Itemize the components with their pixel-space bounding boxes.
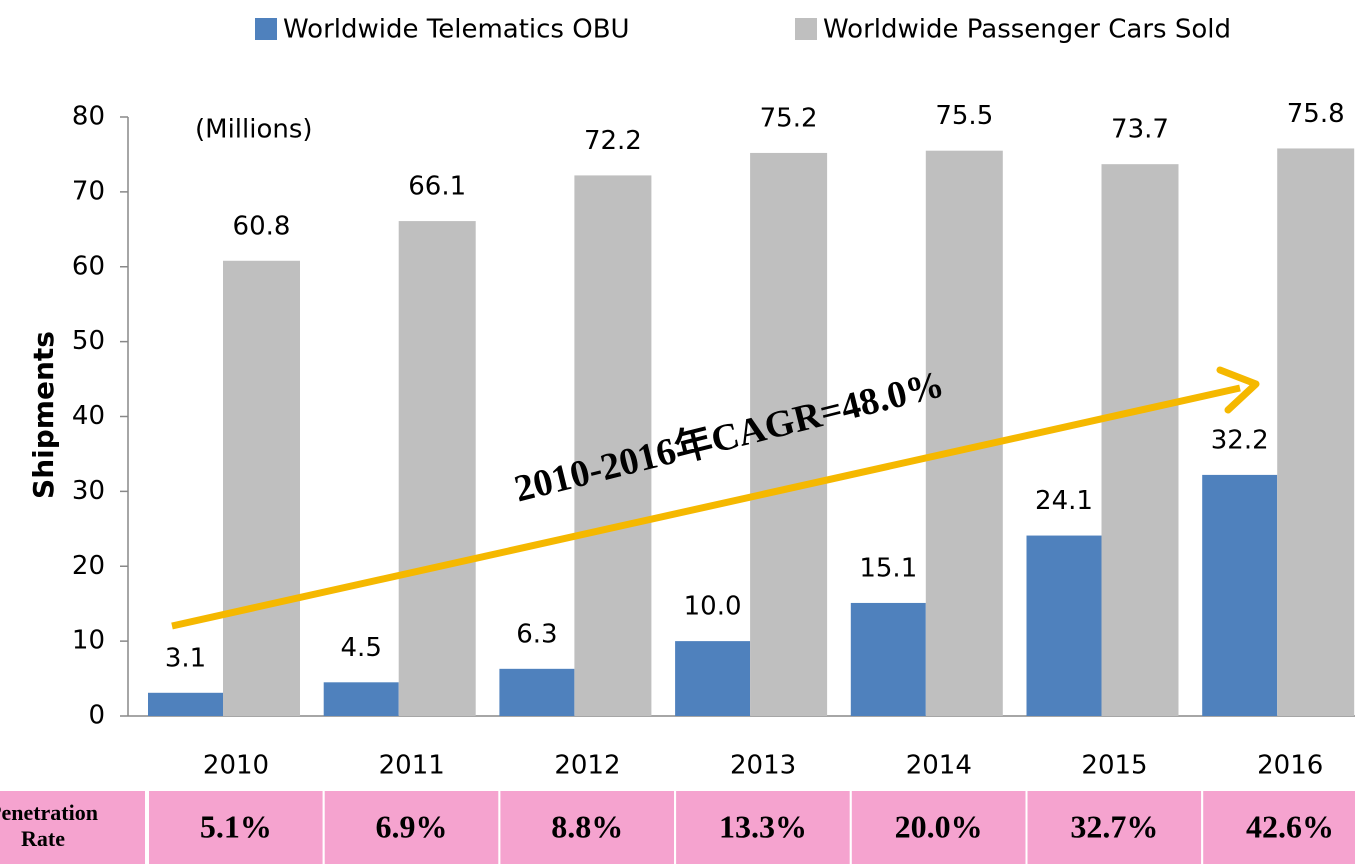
bar [1101, 164, 1179, 716]
data-label: 15.1 [859, 553, 917, 583]
x-tick-label: 2010 [203, 751, 269, 781]
bar [398, 221, 476, 717]
bar [574, 175, 652, 717]
y-tick-label: 80 [72, 102, 105, 132]
data-label: 75.2 [760, 103, 818, 133]
legend-label: Worldwide Telematics OBU [283, 15, 630, 45]
legend-swatch [255, 18, 277, 40]
data-label: 32.2 [1211, 425, 1269, 455]
table-cell-text: 20.0% [895, 808, 983, 844]
table-cell-text: 5.1% [200, 808, 272, 844]
data-label: 6.3 [516, 619, 557, 649]
data-label: 73.7 [1111, 115, 1169, 145]
data-label: 66.1 [408, 172, 466, 202]
data-label: 72.2 [584, 126, 642, 156]
table-cell-text: 42.6% [1246, 808, 1334, 844]
arrow-head [1216, 366, 1260, 414]
x-tick-label: 2016 [1257, 751, 1323, 781]
y-tick-label: 50 [72, 326, 105, 356]
y-tick-label: 40 [72, 401, 105, 431]
table-cell-text: 32.7% [1070, 808, 1158, 844]
bar [499, 668, 575, 716]
unit-note: (Millions) [195, 115, 313, 145]
x-tick-label: 2011 [379, 751, 445, 781]
x-tick-label: 2014 [906, 751, 972, 781]
bar [675, 641, 751, 716]
data-label: 4.5 [341, 633, 382, 663]
bar [750, 152, 828, 716]
y-tick-label: 0 [88, 701, 105, 731]
table-cell [147, 789, 325, 865]
legend-swatch [795, 18, 817, 40]
y-tick-label: 10 [72, 626, 105, 656]
legend-label: Worldwide Passenger Cars Sold [823, 15, 1231, 45]
table-cell-text: 8.8% [551, 808, 623, 844]
x-tick-label: 2015 [1081, 751, 1147, 781]
bar [323, 682, 399, 716]
y-axis-label: Shipments [27, 331, 60, 499]
bar [1202, 474, 1278, 716]
data-label: 60.8 [233, 211, 291, 241]
x-tick-label: 2013 [730, 751, 796, 781]
table-header-line: Penetration [0, 800, 98, 825]
table-cell [322, 789, 501, 865]
table-cell-text: 6.9% [376, 808, 448, 844]
bar [1277, 148, 1355, 716]
data-label: 24.1 [1035, 486, 1093, 516]
x-tick-label: 2012 [554, 751, 620, 781]
bar [925, 150, 1003, 717]
bar [850, 602, 926, 716]
data-label: 10.0 [684, 592, 742, 622]
table-cell [1201, 789, 1355, 865]
table-header-cell [0, 789, 147, 865]
table-header: PenetrationRate [0, 800, 98, 851]
bar [223, 260, 300, 716]
trend-arrow [171, 384, 1241, 630]
table-cell-text: 13.3% [719, 808, 807, 844]
bar [1026, 535, 1102, 716]
table-header-line: Rate [21, 826, 65, 851]
data-label: 75.5 [935, 101, 993, 131]
table-cell [498, 789, 677, 865]
y-tick-label: 70 [72, 176, 105, 206]
data-label: 75.8 [1287, 99, 1345, 129]
bar [148, 692, 223, 716]
y-tick-label: 30 [72, 476, 105, 506]
y-tick-label: 20 [72, 551, 105, 581]
y-tick-label: 60 [72, 251, 105, 281]
table-cell [674, 789, 852, 865]
data-label: 3.1 [165, 643, 206, 673]
